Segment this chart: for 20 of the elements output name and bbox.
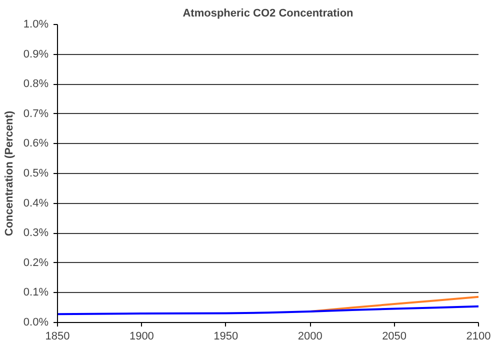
x-tick-label: 2100 <box>466 330 491 342</box>
x-tick-label: 2000 <box>298 330 322 342</box>
line-series <box>58 305 478 316</box>
x-tick-label: 1950 <box>214 330 238 342</box>
y-tick-label: 0.6% <box>23 138 49 150</box>
x-tick-label: 2050 <box>382 330 407 342</box>
y-tick-label: 0.2% <box>23 256 49 269</box>
y-axis-title: Concentration (Percent) <box>3 110 16 236</box>
y-tick-label: 0.0% <box>23 316 49 328</box>
y-tick-label: 0.8% <box>23 78 49 90</box>
y-tick-label: 0.7% <box>23 108 49 120</box>
y-tick-label: 0.9% <box>23 48 49 60</box>
chart-title: Atmospheric CO2 Concentration <box>182 8 354 20</box>
y-tick-label: 0.4% <box>23 197 49 210</box>
y-tick-label: 1.0% <box>23 18 49 30</box>
y-tick-label: 0.5% <box>23 168 49 180</box>
y-tick-label: 0.3% <box>23 227 49 240</box>
x-tick-label: 1850 <box>45 330 70 342</box>
x-tick-label: 1900 <box>129 330 154 342</box>
y-tick-label: 0.1% <box>23 286 49 299</box>
